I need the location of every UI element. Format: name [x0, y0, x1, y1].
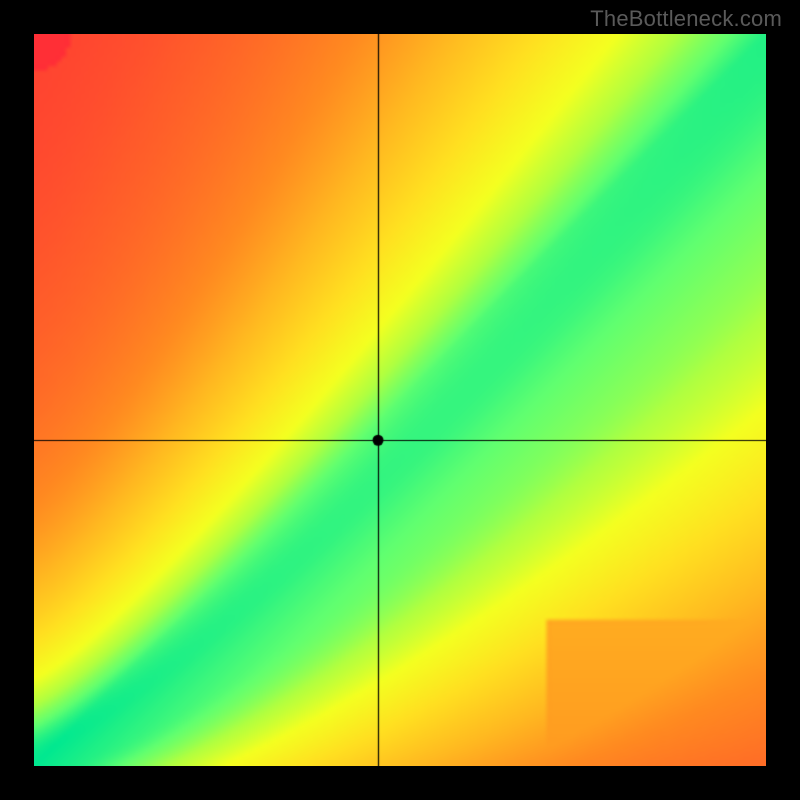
watermark-text: TheBottleneck.com	[590, 6, 782, 32]
crosshair-overlay	[34, 34, 766, 766]
chart-container: { "watermark": { "text": "TheBottleneck.…	[0, 0, 800, 800]
